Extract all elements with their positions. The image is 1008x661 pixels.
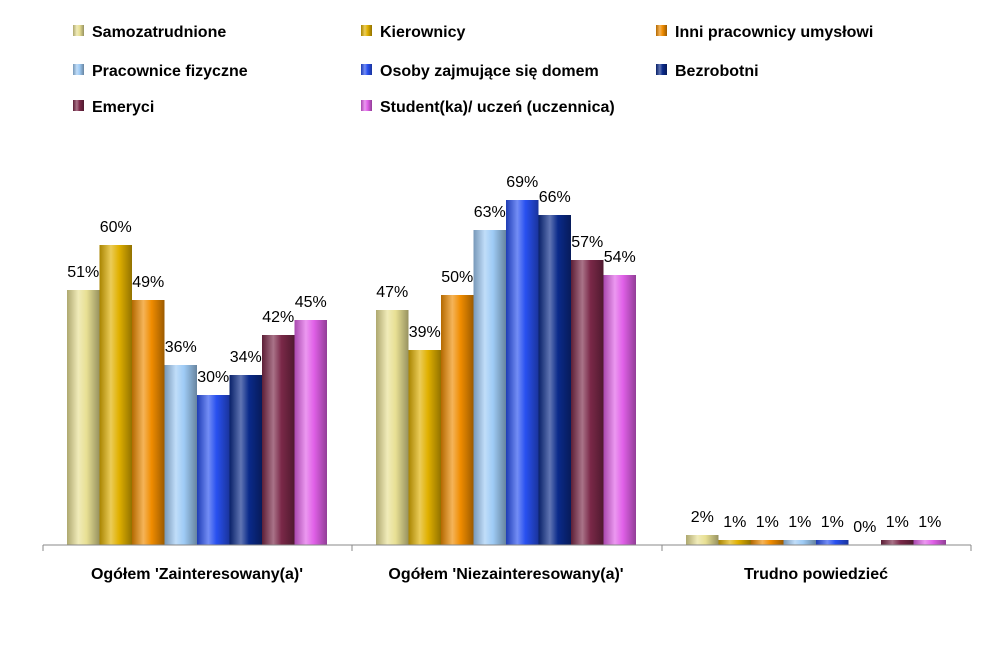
data-label: 42% — [262, 309, 294, 326]
x-axis-labels: Ogółem 'Zainteresowany(a)' Ogółem 'Niezai… — [91, 566, 888, 583]
data-label: 1% — [886, 514, 909, 531]
legend-label: Emeryci — [92, 99, 154, 116]
data-label: 54% — [604, 249, 636, 266]
bar — [408, 350, 441, 545]
bar — [229, 375, 262, 545]
data-labels: 51% 60% 49% 36%30%34% 42%45% 47% 39% 50% 63%69%6… — [67, 174, 941, 536]
legend-item: Emeryci — [73, 99, 154, 116]
data-label: 34% — [230, 349, 262, 366]
bar — [473, 230, 506, 545]
data-label: 47% — [376, 284, 408, 301]
data-label: 49% — [132, 274, 164, 291]
bar — [506, 200, 539, 545]
legend-label: Samozatrudnione — [92, 24, 226, 41]
data-label: 39% — [409, 324, 441, 341]
data-label: 69% — [506, 174, 538, 191]
category-label: Ogółem 'Zainteresowany(a)' — [91, 566, 303, 583]
data-label: 1% — [821, 514, 844, 531]
data-label: 0% — [853, 519, 876, 536]
bar — [686, 535, 719, 545]
bar — [913, 540, 946, 545]
bar — [132, 300, 165, 545]
bar — [262, 335, 295, 545]
bar — [67, 290, 100, 545]
bar — [881, 540, 914, 545]
data-label: 60% — [100, 219, 132, 236]
legend-item: Samozatrudnione — [73, 24, 226, 41]
legend-label: Pracownice fizyczne — [92, 63, 248, 80]
data-label: 57% — [571, 234, 603, 251]
legend-item: Bezrobotni — [656, 63, 759, 80]
legend-item: Kierownicy — [361, 24, 465, 41]
legend-item: Inni pracownicy umysłowi — [656, 24, 873, 41]
data-label: 36% — [165, 339, 197, 356]
bar — [571, 260, 604, 545]
legend-swatch — [73, 25, 84, 36]
data-label: 66% — [539, 189, 571, 206]
category-label: Ogółem 'Niezainteresowany(a)' — [388, 566, 623, 583]
data-label: 30% — [197, 369, 229, 386]
legend-swatch — [361, 100, 372, 111]
data-label: 51% — [67, 264, 99, 281]
bar — [816, 540, 849, 545]
legend-swatch — [73, 100, 84, 111]
legend: Samozatrudnione Kierownicy Inni pracownicy… — [73, 24, 873, 116]
legend-swatch — [656, 25, 667, 36]
data-label: 1% — [918, 514, 941, 531]
category-label: Trudno powiedzieć — [744, 566, 888, 583]
legend-item: Student(ka)/ uczeń (uczennica) — [361, 99, 615, 116]
bar — [441, 295, 474, 545]
bar — [99, 245, 132, 545]
legend-swatch — [73, 64, 84, 75]
legend-item: Osoby zajmujące się domem — [361, 63, 599, 80]
data-label: 1% — [788, 514, 811, 531]
bar — [376, 310, 409, 545]
bar — [751, 540, 784, 545]
legend-swatch — [361, 64, 372, 75]
bar — [603, 275, 636, 545]
data-label: 45% — [295, 294, 327, 311]
data-label: 1% — [756, 514, 779, 531]
legend-item: Pracownice fizyczne — [73, 63, 248, 80]
bar — [538, 215, 571, 545]
legend-label: Student(ka)/ uczeń (uczennica) — [380, 99, 615, 116]
data-label: 1% — [723, 514, 746, 531]
legend-swatch — [361, 25, 372, 36]
bar — [783, 540, 816, 545]
legend-swatch — [656, 64, 667, 75]
legend-label: Kierownicy — [380, 24, 465, 41]
x-axis-ticks — [42, 545, 972, 551]
legend-label: Osoby zajmujące się domem — [380, 63, 599, 80]
bar — [718, 540, 751, 545]
data-label: 2% — [691, 509, 714, 526]
bar — [294, 320, 327, 545]
bar — [164, 365, 197, 545]
plot-area — [67, 200, 946, 545]
legend-label: Bezrobotni — [675, 63, 759, 80]
data-label: 63% — [474, 204, 506, 221]
bar — [197, 395, 230, 545]
data-label: 50% — [441, 269, 473, 286]
legend-label: Inni pracownicy umysłowi — [675, 24, 873, 41]
